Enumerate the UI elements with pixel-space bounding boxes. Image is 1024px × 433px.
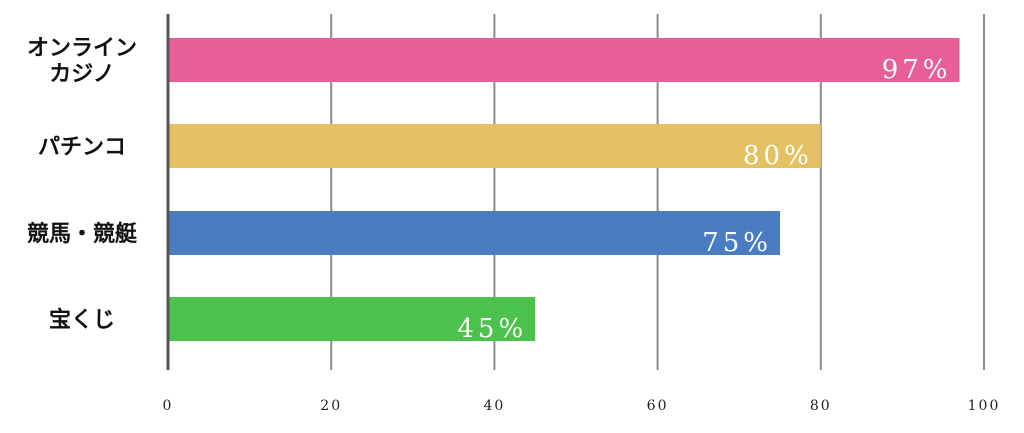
category-label: 宝くじ bbox=[49, 307, 115, 333]
bars bbox=[168, 38, 960, 341]
x-tick-label: 20 bbox=[320, 398, 342, 414]
category-label: オンライン bbox=[27, 36, 137, 61]
bar bbox=[168, 211, 780, 255]
data-label: 80% bbox=[743, 141, 813, 171]
x-tick-label: 100 bbox=[968, 398, 1001, 414]
x-tick-label: 80 bbox=[810, 398, 832, 414]
x-tick-label: 0 bbox=[163, 398, 174, 414]
category-label: パチンコ bbox=[38, 135, 126, 160]
data-label: 45% bbox=[457, 314, 527, 344]
bar bbox=[168, 297, 536, 341]
bar bbox=[168, 124, 821, 168]
category-label: カジノ bbox=[49, 62, 115, 87]
data-label: 97% bbox=[882, 55, 952, 85]
x-tick-label: 60 bbox=[647, 398, 669, 414]
bar bbox=[168, 38, 960, 82]
x-tick-label: 40 bbox=[483, 398, 505, 414]
data-label: 75% bbox=[702, 228, 772, 258]
category-label: 競馬・競艇 bbox=[27, 221, 137, 247]
